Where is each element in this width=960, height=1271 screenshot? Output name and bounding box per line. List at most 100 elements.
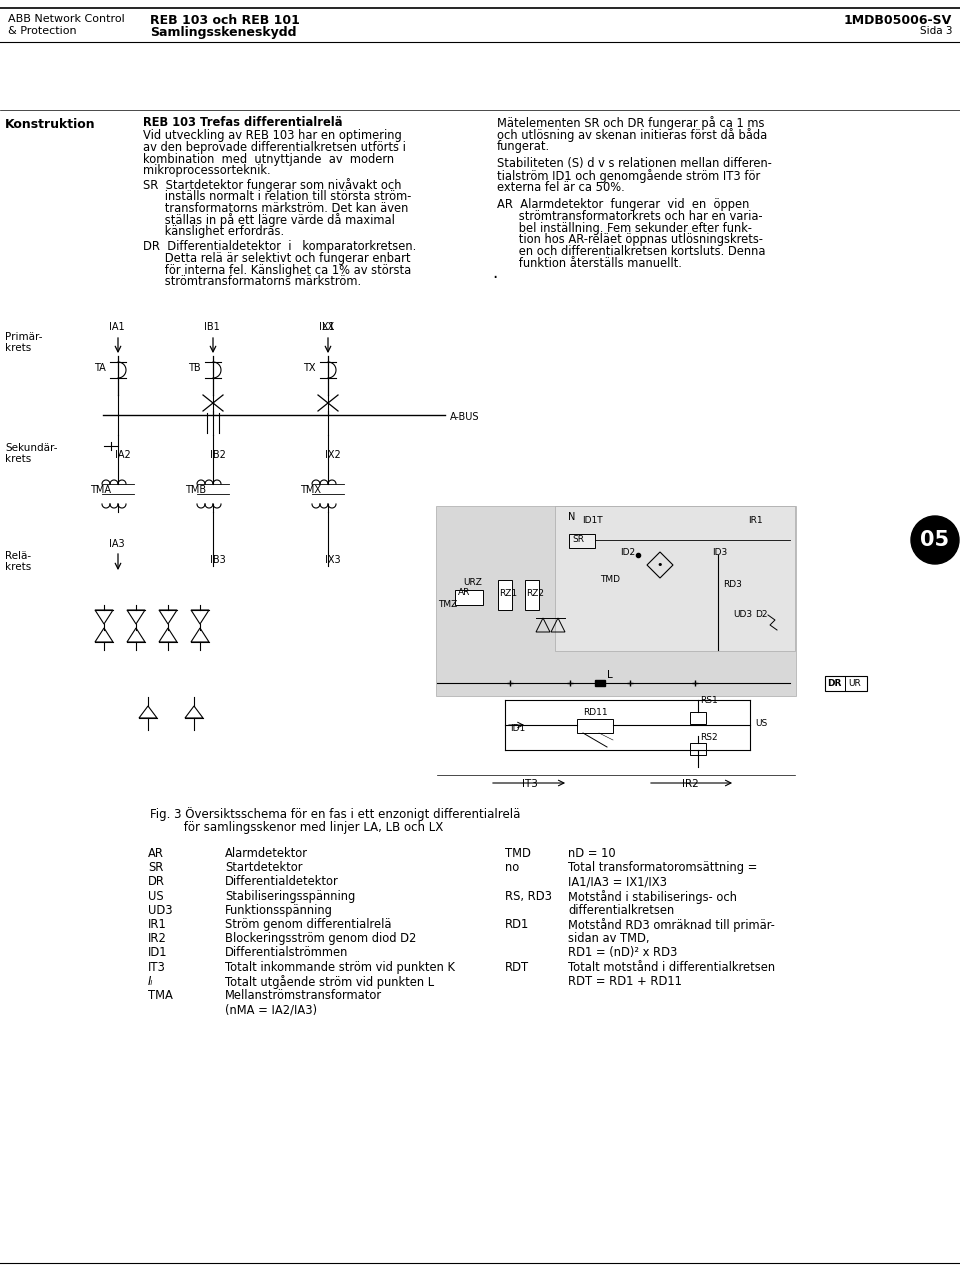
Text: RS2: RS2: [700, 733, 718, 742]
Text: REB 103 Trefas differentialrelä: REB 103 Trefas differentialrelä: [143, 116, 343, 128]
Text: krets: krets: [5, 454, 32, 464]
Text: RD1: RD1: [505, 918, 529, 930]
Text: Iₗ: Iₗ: [148, 975, 154, 988]
Text: Primär-: Primär-: [5, 332, 42, 342]
Text: RD1 = (nD)² x RD3: RD1 = (nD)² x RD3: [568, 947, 678, 960]
Text: IB2: IB2: [210, 450, 226, 460]
Text: Totalt motstånd i differentialkretsen: Totalt motstånd i differentialkretsen: [568, 961, 775, 974]
Text: TMB: TMB: [185, 486, 206, 494]
Text: DR: DR: [827, 680, 841, 689]
Text: AR: AR: [148, 846, 164, 860]
Text: RS1: RS1: [700, 697, 718, 705]
Text: Samlingsskeneskydd: Samlingsskeneskydd: [150, 25, 297, 39]
Text: TB: TB: [188, 364, 201, 372]
Text: IX2: IX2: [325, 450, 341, 460]
Text: IR1: IR1: [148, 918, 167, 930]
Text: N: N: [568, 512, 575, 522]
Text: RDT = RD1 + RD11: RDT = RD1 + RD11: [568, 975, 682, 988]
Text: IA1/IA3 = IX1/IX3: IA1/IA3 = IX1/IX3: [568, 876, 667, 888]
Bar: [436, 506, 796, 697]
Text: känslighet erfordras.: känslighet erfordras.: [143, 225, 284, 238]
Bar: [525, 580, 539, 610]
Text: ID1: ID1: [510, 724, 525, 733]
Text: DR  Differentialdetektor  i   komparatorkretsen.: DR Differentialdetektor i komparatorkret…: [143, 240, 417, 253]
Bar: [577, 719, 613, 733]
Text: no: no: [505, 862, 519, 874]
Text: Mätelementen SR och DR fungerar på ca 1 ms: Mätelementen SR och DR fungerar på ca 1 …: [497, 116, 764, 130]
Text: Total transformatoromsättning =: Total transformatoromsättning =: [568, 862, 757, 874]
Text: Differentialdetektor: Differentialdetektor: [225, 876, 339, 888]
Text: tialström ID1 och genomgående ström IT3 för: tialström ID1 och genomgående ström IT3 …: [497, 169, 760, 183]
Text: DR: DR: [148, 876, 165, 888]
Text: IB1: IB1: [204, 322, 220, 332]
Text: Motstånd i stabiliserings- och: Motstånd i stabiliserings- och: [568, 890, 737, 904]
Text: bel inställning. Fem sekunder efter funk-: bel inställning. Fem sekunder efter funk…: [497, 221, 752, 235]
Text: TX: TX: [303, 364, 316, 372]
Text: SR: SR: [148, 862, 163, 874]
Text: IR1: IR1: [748, 516, 762, 525]
Text: RDT: RDT: [505, 961, 529, 974]
Text: UD3: UD3: [148, 904, 173, 916]
Text: ABB Network Control: ABB Network Control: [8, 14, 125, 24]
Text: ID1: ID1: [148, 947, 167, 960]
Text: krets: krets: [5, 562, 32, 572]
Text: IX3: IX3: [325, 555, 341, 566]
Text: Konstruktion: Konstruktion: [5, 118, 96, 131]
Text: för interna fel. Känslighet ca 1% av största: för interna fel. Känslighet ca 1% av stö…: [143, 263, 411, 277]
Text: TMD: TMD: [600, 574, 620, 583]
Text: ID3: ID3: [712, 548, 728, 557]
Text: RS, RD3: RS, RD3: [505, 890, 552, 902]
Text: ID2: ID2: [620, 548, 636, 557]
Bar: [569, 534, 595, 548]
Text: tion hos AR-reläet öppnas utlösningskrets-: tion hos AR-reläet öppnas utlösningskret…: [497, 234, 763, 247]
Text: Stabiliteten (S) d v s relationen mellan differen-: Stabiliteten (S) d v s relationen mellan…: [497, 158, 772, 170]
Text: Totalt inkommande ström vid punkten K: Totalt inkommande ström vid punkten K: [225, 961, 455, 974]
Text: transformatorns märkström. Det kan även: transformatorns märkström. Det kan även: [143, 202, 408, 215]
Bar: [555, 506, 795, 651]
Text: differentialkretsen: differentialkretsen: [568, 904, 674, 916]
Text: IA1: IA1: [109, 322, 125, 332]
Text: av den beprovade differentialkretsen utförts i: av den beprovade differentialkretsen utf…: [143, 141, 406, 154]
Text: IR2: IR2: [682, 779, 698, 789]
Text: •: •: [657, 561, 663, 569]
Text: och utlösning av skenan initieras först då båda: och utlösning av skenan initieras först …: [497, 128, 767, 142]
Text: Vid utveckling av REB 103 har en optimering: Vid utveckling av REB 103 har en optimer…: [143, 128, 401, 142]
Text: Motstånd RD3 omräknad till primär-: Motstånd RD3 omräknad till primär-: [568, 918, 775, 932]
Text: IA2: IA2: [115, 450, 131, 460]
Bar: [595, 680, 605, 686]
Text: funktion återställs manuellt.: funktion återställs manuellt.: [497, 257, 682, 269]
Text: Totalt utgående ström vid punkten L: Totalt utgående ström vid punkten L: [225, 975, 434, 989]
Text: LX: LX: [322, 322, 334, 332]
Text: fungerat.: fungerat.: [497, 140, 550, 153]
Text: AR  Alarmdetektor  fungerar  vid  en  öppen: AR Alarmdetektor fungerar vid en öppen: [497, 198, 750, 211]
Text: Fig. 3 Översiktsschema för en fas i ett enzonigt differentialrelä: Fig. 3 Översiktsschema för en fas i ett …: [150, 807, 520, 821]
Text: RD11: RD11: [583, 708, 608, 717]
Text: RD3: RD3: [723, 580, 742, 588]
Text: externa fel är ca 50%.: externa fel är ca 50%.: [497, 180, 625, 193]
Text: Blockeringsström genom diod D2: Blockeringsström genom diod D2: [225, 932, 417, 946]
Text: AR: AR: [458, 588, 470, 597]
Text: TMA: TMA: [148, 989, 173, 1002]
Text: TMX: TMX: [300, 486, 321, 494]
Text: IR2: IR2: [148, 932, 167, 946]
Text: sidan av TMD,: sidan av TMD,: [568, 932, 650, 946]
Text: Sekundär-: Sekundär-: [5, 444, 58, 452]
Text: TMA: TMA: [90, 486, 111, 494]
Text: US: US: [148, 890, 163, 902]
Text: strömtransformatorns märkström.: strömtransformatorns märkström.: [143, 276, 361, 289]
Text: TA: TA: [94, 364, 106, 372]
Text: ID1T: ID1T: [582, 516, 603, 525]
Text: Funktionsspänning: Funktionsspänning: [225, 904, 333, 916]
Bar: [690, 712, 706, 724]
Text: (nMA = IA2/IA3): (nMA = IA2/IA3): [225, 1003, 317, 1017]
Bar: [498, 580, 512, 610]
Text: US: US: [755, 719, 767, 728]
Text: Startdetektor: Startdetektor: [225, 862, 302, 874]
Text: IT3: IT3: [148, 961, 166, 974]
Text: 1MDB05006-SV: 1MDB05006-SV: [844, 14, 952, 27]
Text: D2: D2: [755, 610, 767, 619]
Text: 05: 05: [921, 530, 949, 550]
Text: RZ2: RZ2: [526, 588, 544, 597]
Text: strömtransformatorkrets och har en varia-: strömtransformatorkrets och har en varia…: [497, 210, 762, 222]
Text: UD3: UD3: [733, 610, 752, 619]
